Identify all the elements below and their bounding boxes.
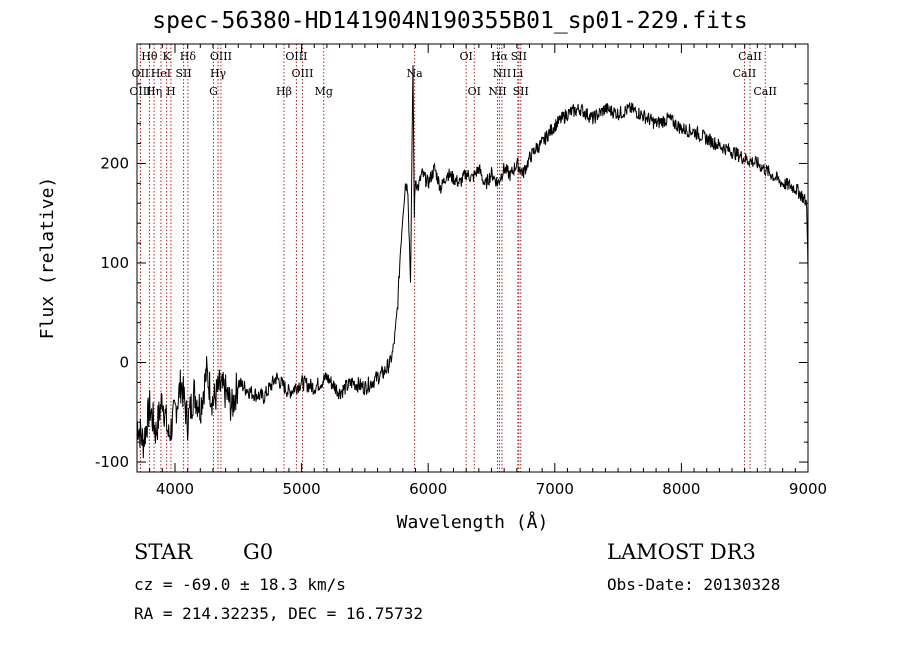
x-tick-label: 7000 <box>536 480 574 498</box>
object-subclass: G0 <box>243 540 274 564</box>
x-tick-label: 5000 <box>282 480 320 498</box>
x-tick-label: 6000 <box>409 480 447 498</box>
line-label: H <box>166 85 176 98</box>
flux-line <box>136 65 809 459</box>
y-axis-label: Flux (relative) <box>37 177 58 340</box>
y-tick-label: 100 <box>100 254 129 272</box>
flux-series <box>136 65 809 459</box>
line-label: OIII <box>285 50 307 63</box>
line-label: Hη <box>146 85 162 98</box>
line-label: OIII <box>210 50 232 63</box>
y-tick-label: 0 <box>119 354 129 372</box>
line-label: NII <box>488 85 506 98</box>
x-tick-label: 9000 <box>789 480 827 498</box>
line-label: SII <box>511 50 527 63</box>
line-label: Hγ <box>210 67 227 80</box>
line-label: OIII <box>129 85 151 98</box>
line-label: Na <box>407 67 424 80</box>
line-label: K <box>163 50 172 63</box>
line-label: Hβ <box>276 85 292 98</box>
survey-name: LAMOST DR3 <box>607 540 756 564</box>
line-label: SII <box>513 85 529 98</box>
line-label: Hθ <box>141 50 158 63</box>
line-label: CaII <box>753 85 777 98</box>
x-tick-label: 8000 <box>662 480 700 498</box>
y-tick-label: 200 <box>100 154 129 172</box>
line-label: Li <box>512 67 523 80</box>
chart-title: spec-56380-HD141904N190355B01_sp01-229.f… <box>152 8 748 34</box>
redshift-value: cz = -69.0 ± 18.3 km/s <box>134 575 346 594</box>
line-label: SII <box>175 67 191 80</box>
plot-frame <box>136 43 809 473</box>
x-tick-label: 4000 <box>156 480 194 498</box>
line-label: OI <box>468 85 481 98</box>
line-label: G <box>209 85 218 98</box>
line-label: CaII <box>733 67 757 80</box>
line-label: Mg <box>315 85 333 98</box>
y-tick-label: -100 <box>95 453 129 471</box>
coordinates: RA = 214.32235, DEC = 16.75732 <box>134 604 423 623</box>
line-label: OIII <box>291 67 313 80</box>
x-axis-label: Wavelength (Å) <box>397 511 549 533</box>
obs-date: Obs-Date: 20130328 <box>607 575 781 594</box>
object-class: STAR <box>134 540 193 564</box>
line-label: Hδ <box>180 50 197 63</box>
line-label: OII <box>132 67 150 80</box>
axis-ticks: 4000 5000 6000 7000 8000 9000 -100 0 100 200 <box>95 44 827 498</box>
line-label: CaII <box>738 50 762 63</box>
line-label: HeI <box>151 67 171 80</box>
line-label: Hα <box>491 50 509 63</box>
spectral-line-markers <box>139 44 766 472</box>
line-label: NII <box>493 67 511 80</box>
line-label: OI <box>459 50 472 63</box>
